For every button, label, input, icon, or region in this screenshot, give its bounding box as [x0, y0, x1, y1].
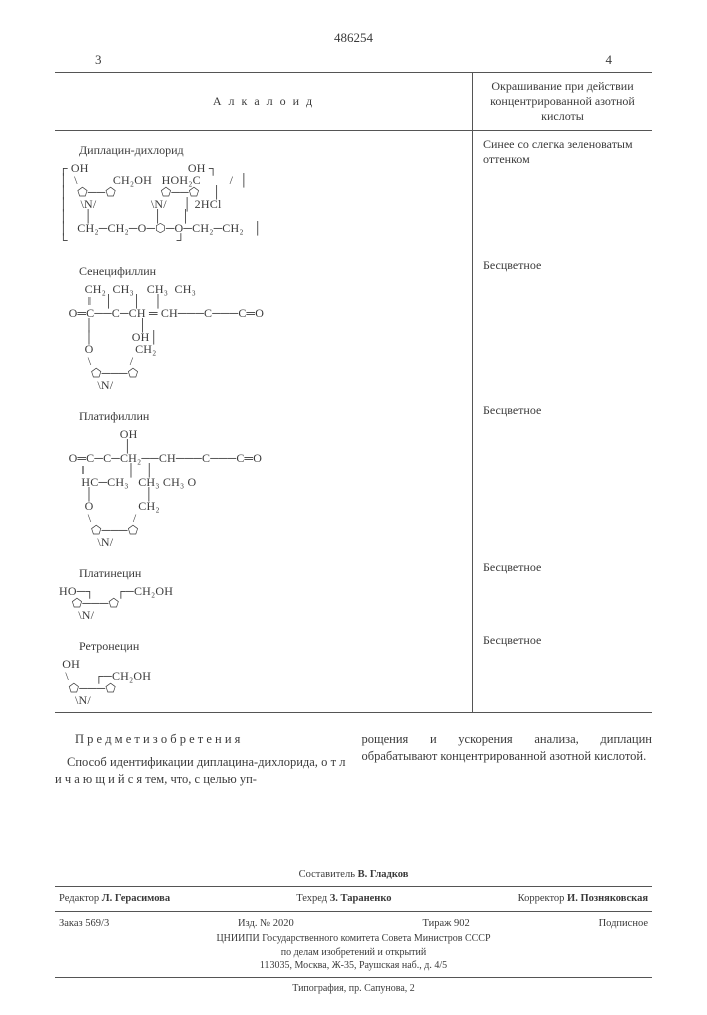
cell-alkaloid: Диплацин-дихлорид ┌ OH OH ┐ │ \ CH₂OH HO…: [55, 131, 473, 253]
page-num-right: 4: [606, 52, 613, 68]
cell-result: Синее со слегка зеленоватым оттенком: [473, 131, 653, 253]
table-row: Ретронецин OH \ ┌─CH₂OH ⬠───⬠ \N/ Бесцве…: [55, 627, 652, 713]
footer-org2: по делам изобретений и открытий: [55, 946, 652, 960]
alkaloid-name: Платинецин: [79, 566, 468, 581]
alkaloid-name: Ретронецин: [79, 639, 468, 654]
cell-result: Бесцветное: [473, 397, 653, 554]
document-number: 486254: [55, 30, 652, 46]
structure-retronecin: OH \ ┌─CH₂OH ⬠───⬠ \N/: [59, 658, 468, 706]
cell-alkaloid: Платинецин HO─┐ ┌─CH₂OH ⬠───⬠ \N/: [55, 554, 473, 627]
alkaloid-name: Диплацин-дихлорид: [79, 143, 468, 158]
page-num-left: 3: [95, 52, 102, 68]
page-numbers: 3 4: [55, 52, 652, 68]
claim-title: П р е д м е т и з о б р е т е н и я: [55, 731, 346, 748]
table-row: Сенецифиллин CH₂ CH₃ CH₃ CH₃ ‖ │ │ │ O═C…: [55, 252, 652, 397]
cell-result: Бесцветное: [473, 554, 653, 627]
footer-print: Типография, пр. Сапунова, 2: [55, 982, 652, 996]
cell-result: Бесцветное: [473, 627, 653, 713]
footer-tirazh: Тираж 902: [423, 917, 470, 931]
footer-order: Заказ 569/3: [59, 917, 109, 931]
structure-diplacin: ┌ OH OH ┐ │ \ CH₂OH HOH₂C / │ │ ⬠──⬠ ⬠──…: [59, 162, 468, 246]
cell-alkaloid: Сенецифиллин CH₂ CH₃ CH₃ CH₃ ‖ │ │ │ O═C…: [55, 252, 473, 397]
claim-section: П р е д м е т и з о б р е т е н и я Спос…: [55, 731, 652, 788]
col-header-alkaloid: А л к а л о и д: [55, 73, 473, 131]
claim-text-left: Способ идентификации диплацина-дихлорида…: [55, 754, 346, 788]
page: 486254 3 4 А л к а л о и д Окрашивание п…: [0, 0, 707, 1015]
footer-credits: Редактор Л. Герасимова Техред З. Таранен…: [55, 891, 652, 907]
alkaloid-name: Сенецифиллин: [79, 264, 468, 279]
footer-org1: ЦНИИПИ Государственного комитета Совета …: [55, 932, 652, 946]
footer-editor: Редактор Л. Герасимова: [59, 892, 170, 906]
footer-print-info: Заказ 569/3 Изд. № 2020 Тираж 902 Подпис…: [55, 916, 652, 932]
structure-platifillin: OH │ O═C─C─CH₂──CH───C───C═O ‖ │ │ HC─CH…: [59, 428, 468, 548]
structure-senecifillin: CH₂ CH₃ CH₃ CH₃ ‖ │ │ │ O═C──C─CH ═ CH──…: [59, 283, 468, 391]
footer-tech: Техред З. Тараненко: [296, 892, 391, 906]
cell-alkaloid: Платифиллин OH │ O═C─C─CH₂──CH───C───C═O…: [55, 397, 473, 554]
footer-compiler: Составитель В. Гладков: [55, 868, 652, 882]
cell-alkaloid: Ретронецин OH \ ┌─CH₂OH ⬠───⬠ \N/: [55, 627, 473, 713]
footer-addr: 113035, Москва, Ж-35, Раушская наб., д. …: [55, 959, 652, 973]
alkaloid-name: Платифиллин: [79, 409, 468, 424]
col-header-result: Окрашивание при действии концентрированн…: [473, 73, 653, 131]
footer-corrector: Корректор И. Позняковская: [518, 892, 648, 906]
claim-right-column: рощения и ускорения анализа, диплацин об…: [362, 731, 653, 788]
claim-text-right: рощения и ускорения анализа, диплацин об…: [362, 731, 653, 765]
cell-result: Бесцветное: [473, 252, 653, 397]
footer-sign: Подписное: [599, 917, 648, 931]
alkaloid-table: А л к а л о и д Окрашивание при действии…: [55, 72, 652, 713]
structure-platinecin: HO─┐ ┌─CH₂OH ⬠───⬠ \N/: [59, 585, 468, 621]
footer-izd: Изд. № 2020: [238, 917, 294, 931]
table-row: Платифиллин OH │ O═C─C─CH₂──CH───C───C═O…: [55, 397, 652, 554]
footer: Составитель В. Гладков Редактор Л. Герас…: [55, 868, 652, 996]
claim-left-column: П р е д м е т и з о б р е т е н и я Спос…: [55, 731, 346, 788]
table-row: Диплацин-дихлорид ┌ OH OH ┐ │ \ CH₂OH HO…: [55, 131, 652, 253]
table-row: Платинецин HO─┐ ┌─CH₂OH ⬠───⬠ \N/ Бесцве…: [55, 554, 652, 627]
